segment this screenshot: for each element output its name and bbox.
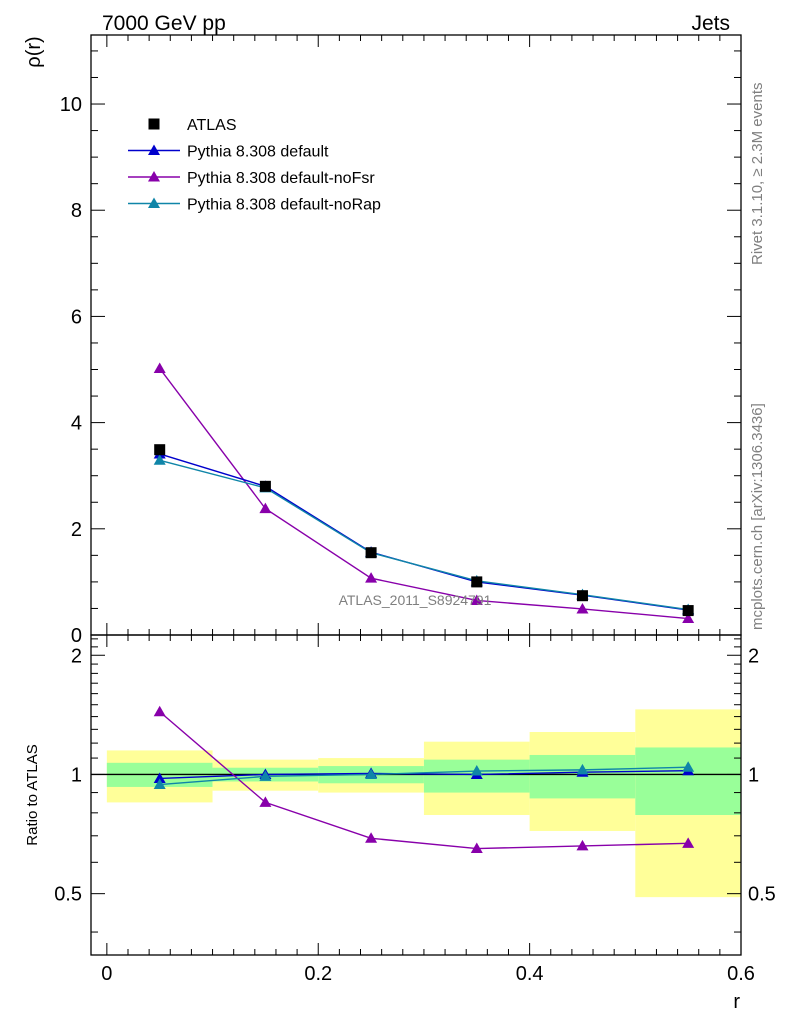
main-series	[153, 362, 695, 624]
series-line-main	[159, 368, 689, 620]
atlas-data-point	[471, 576, 483, 588]
series-point-ratio	[153, 772, 166, 783]
legend-entry-label: ATLAS	[187, 117, 237, 134]
analysis-watermark: ATLAS_2011_S8924791	[339, 592, 492, 608]
series-point-ratio	[365, 832, 378, 843]
band-inner-bin	[635, 747, 741, 815]
series-point-ratio	[470, 842, 483, 854]
series-line-ratio	[159, 770, 689, 780]
series-point-main	[153, 362, 166, 373]
legend: ATLAS Pythia 8.308 default Pythia 8.308 de…	[128, 117, 381, 214]
y-tick-label-main: 10	[60, 94, 82, 116]
ratio-frame	[90, 634, 742, 956]
y-axis-label-ratio: Ratio to ATLAS	[24, 744, 41, 845]
rivet-version-text: Rivet 3.1.10, ≥ 2.3M events	[749, 83, 766, 266]
series-point-ratio	[259, 796, 272, 807]
legend-marker	[148, 197, 160, 208]
y-tick-label-ratio-right: 1	[748, 764, 759, 786]
legend-entry-label: Pythia 8.308 default	[187, 144, 329, 161]
series-point-main	[576, 602, 589, 614]
series-point-ratio	[682, 761, 695, 772]
series-point-ratio	[365, 768, 378, 779]
series-line-ratio	[159, 711, 689, 850]
legend-entry-label: Pythia 8.308 default-noFsr	[187, 170, 375, 187]
y-tick-label-main: 6	[71, 306, 82, 328]
atlas-data-point	[154, 444, 166, 456]
series-point-main	[153, 454, 166, 465]
atlas-data-point	[259, 480, 271, 492]
mcplots-reference-text: mcplots.cern.ch [arXiv:1306.3436]	[749, 403, 766, 630]
y-tick-label-ratio-right: 0.5	[748, 884, 776, 906]
series-point-main	[365, 572, 378, 583]
series-line-main	[159, 459, 689, 611]
atlas-data-point	[576, 590, 588, 602]
series-point-ratio	[153, 778, 166, 790]
legend-marker	[148, 171, 160, 182]
atlas-data-point	[682, 605, 694, 617]
series-point-ratio	[470, 765, 483, 776]
series-point-ratio	[576, 763, 589, 775]
y-axis-label-main: ρ(r)	[23, 36, 45, 67]
y-tick-label-ratio-left: 0.5	[54, 884, 82, 906]
y-tick-label-main: 4	[71, 413, 82, 435]
y-tick-label-main: 0	[71, 625, 82, 647]
y-tick-label-ratio-left: 2	[71, 645, 82, 667]
y-tick-label-main: 2	[71, 519, 82, 541]
series-point-main	[259, 502, 272, 514]
series-point-ratio	[259, 770, 272, 781]
x-tick-label: 0	[101, 963, 112, 985]
x-axis-label: r	[733, 991, 740, 1013]
legend-entry-label: Pythia 8.308 default-noRap	[187, 197, 381, 214]
series-point-main	[682, 612, 695, 624]
plot-frames	[90, 34, 742, 956]
series-point-ratio	[682, 837, 695, 848]
header-right: Jets	[691, 12, 730, 35]
legend-marker-atlas	[148, 118, 160, 130]
series-line-ratio	[159, 766, 689, 786]
x-tick-label: 0.2	[304, 963, 332, 985]
y-tick-label-ratio-right: 2	[748, 645, 759, 667]
series-point-ratio	[576, 839, 589, 851]
series-line-main	[159, 453, 689, 611]
ratio-bands	[106, 709, 741, 898]
legend-marker	[148, 144, 160, 155]
x-tick-label: 0.6	[727, 963, 755, 985]
atlas-data-point	[365, 547, 377, 559]
series-point-ratio	[153, 705, 166, 717]
y-tick-label-main: 8	[71, 200, 82, 222]
header-left: 7000 GeV pp	[102, 12, 226, 35]
ratio-series	[153, 705, 695, 854]
x-tick-label: 0.4	[516, 963, 544, 985]
series-point-main	[470, 594, 483, 605]
y-tick-label-ratio-left: 1	[71, 764, 82, 786]
